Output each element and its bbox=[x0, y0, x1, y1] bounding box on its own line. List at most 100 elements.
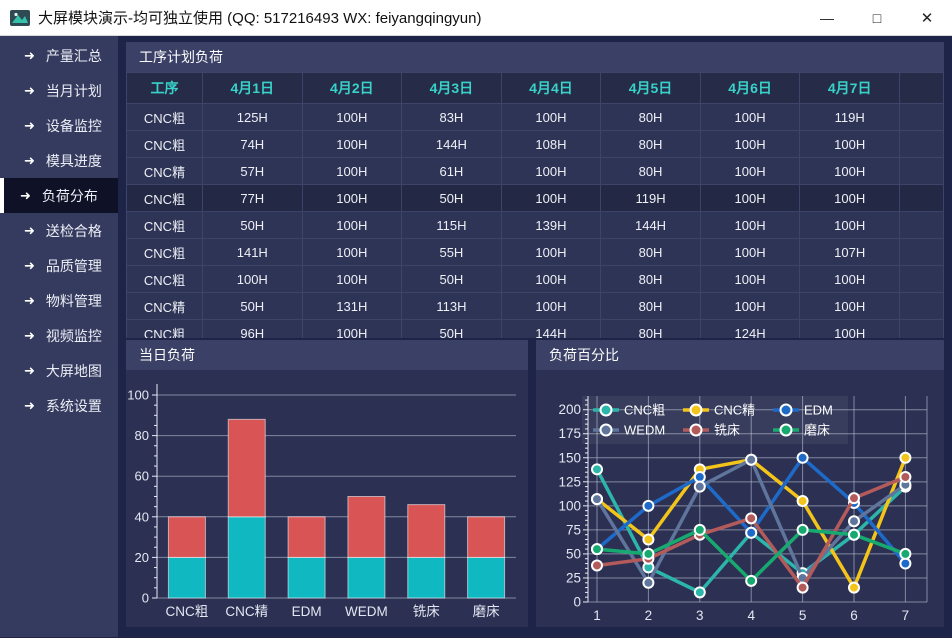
sidebar-item-系统设置[interactable]: ➜ 系统设置 bbox=[0, 388, 118, 423]
svg-text:0: 0 bbox=[142, 591, 149, 606]
table-cell: 80H bbox=[600, 265, 701, 293]
data-point bbox=[591, 559, 603, 572]
table-column-header[interactable]: 4月6日 bbox=[699, 72, 801, 104]
svg-text:EDM: EDM bbox=[292, 604, 322, 619]
minimize-button[interactable]: — bbox=[820, 9, 834, 26]
table-column-header[interactable]: 4月5日 bbox=[600, 72, 701, 104]
table-cell: 100H bbox=[301, 319, 403, 338]
sidebar-item-label: 负荷分布 bbox=[41, 187, 98, 204]
sidebar: ➜ 产量汇总 ➜ 当月计划 ➜ 设备监控 ➜ 模具进度 ➜ 负荷分布 ➜ 送检合格 ➜ 品质管理 ➜ 物料管理… bbox=[0, 36, 118, 637]
data-point bbox=[693, 523, 706, 536]
table-cell: 113H bbox=[401, 292, 502, 320]
svg-text:铣床: 铣床 bbox=[714, 423, 740, 438]
table-cell: 124H bbox=[699, 319, 801, 338]
table-row[interactable]: CNC粗 96H 100H 50H 144H 80H 124H 100H bbox=[126, 319, 944, 338]
svg-text:1: 1 bbox=[593, 608, 601, 623]
table-cell: 50H bbox=[202, 292, 303, 320]
table-cell: 100H bbox=[699, 157, 801, 185]
table-cell: 100H bbox=[500, 184, 602, 212]
load-plan-panel: 工序计划负荷 工序 4月1日 4月2日 4月3日 4月4日 4月5日 4月6日 4月7日 CN… bbox=[126, 42, 944, 338]
table-cell: 100H bbox=[301, 157, 403, 185]
table-column-header[interactable] bbox=[899, 72, 944, 104]
table-cell: 100H bbox=[799, 184, 900, 212]
bar-segment bbox=[227, 418, 266, 518]
bar-segment bbox=[347, 496, 386, 558]
bar-segment bbox=[407, 504, 446, 558]
table-column-header[interactable]: 工序 bbox=[126, 72, 203, 104]
arrow-icon: ➜ bbox=[24, 292, 35, 308]
sidebar-item-视频监控[interactable]: ➜ 视频监控 bbox=[0, 318, 118, 353]
table-cell: 100H bbox=[500, 292, 602, 320]
table-cell: 144H bbox=[500, 319, 602, 338]
arrow-icon: ➜ bbox=[24, 397, 35, 413]
table-cell: 125H bbox=[202, 103, 303, 131]
svg-text:CNC精: CNC精 bbox=[225, 604, 268, 619]
sidebar-item-label: 大屏地图 bbox=[45, 362, 102, 379]
table-row[interactable]: CNC粗 77H 100H 50H 100H 119H 100H 100H bbox=[126, 184, 944, 212]
table-cell: 100H bbox=[301, 103, 403, 131]
table-row[interactable]: CNC粗 74H 100H 144H 108H 80H 100H 100H bbox=[126, 130, 944, 158]
data-point bbox=[642, 533, 655, 546]
sidebar-item-大屏地图[interactable]: ➜ 大屏地图 bbox=[0, 353, 118, 388]
svg-text:40: 40 bbox=[135, 509, 149, 524]
sidebar-item-label: 当月计划 bbox=[45, 82, 102, 99]
table-row[interactable]: CNC粗 50H 100H 115H 139H 144H 100H 100H bbox=[126, 211, 944, 239]
svg-text:125: 125 bbox=[558, 474, 581, 489]
table-cell: 74H bbox=[202, 130, 303, 158]
table-column-header[interactable]: 4月2日 bbox=[301, 72, 403, 104]
table-cell: 100H bbox=[500, 265, 602, 293]
svg-text:50: 50 bbox=[566, 546, 581, 561]
table-row[interactable]: CNC粗 100H 100H 50H 100H 80H 100H 100H bbox=[126, 265, 944, 293]
table-cell: CNC粗 bbox=[126, 130, 203, 158]
table-cell: 144H bbox=[600, 211, 701, 239]
table-row[interactable]: CNC粗 125H 100H 83H 100H 80H 100H 119H bbox=[126, 103, 944, 131]
table-cell: 100H bbox=[699, 211, 801, 239]
sidebar-item-负荷分布[interactable]: ➜ 负荷分布 bbox=[0, 178, 118, 213]
table-cell bbox=[899, 292, 944, 320]
sidebar-item-送检合格[interactable]: ➜ 送检合格 bbox=[0, 213, 118, 248]
table-row[interactable]: CNC粗 141H 100H 55H 100H 80H 100H 107H bbox=[126, 238, 944, 266]
table-row[interactable]: CNC精 50H 131H 113H 100H 80H 100H 100H bbox=[126, 292, 944, 320]
close-button[interactable]: ✕ bbox=[920, 9, 934, 27]
bar-segment bbox=[407, 556, 446, 599]
data-point bbox=[848, 581, 860, 594]
table-cell: CNC粗 bbox=[126, 184, 203, 212]
table-column-header[interactable]: 4月1日 bbox=[202, 72, 303, 104]
svg-text:3: 3 bbox=[696, 608, 704, 623]
sidebar-item-物料管理[interactable]: ➜ 物料管理 bbox=[0, 283, 118, 318]
data-point bbox=[848, 515, 860, 528]
bar-segment bbox=[347, 556, 386, 599]
table-cell: 100H bbox=[301, 211, 403, 239]
daily-load-bar-chart: 0 20 40 60 80 100 CNC粗 CNC精 EDM WEDM 铣床 磨床 bbox=[127, 384, 516, 619]
window-titlebar[interactable]: 大屏模块演示-均可独立使用 (QQ: 517216493 WX: feiyang… bbox=[0, 0, 952, 36]
table-column-header[interactable]: 4月7日 bbox=[799, 72, 900, 104]
table-row[interactable]: CNC精 57H 100H 61H 100H 80H 100H 100H bbox=[126, 157, 944, 185]
data-point bbox=[745, 453, 758, 466]
data-point bbox=[642, 576, 655, 589]
table-column-header[interactable]: 4月3日 bbox=[401, 72, 502, 104]
table-cell: 100H bbox=[699, 292, 801, 320]
table-cell: 83H bbox=[401, 103, 502, 131]
bar-segment bbox=[467, 556, 506, 599]
table-cell: 141H bbox=[202, 238, 303, 266]
sidebar-item-设备监控[interactable]: ➜ 设备监控 bbox=[0, 108, 118, 143]
table-cell: 100H bbox=[799, 211, 900, 239]
load-plan-table: 工序 4月1日 4月2日 4月3日 4月4日 4月5日 4月6日 4月7日 CNC粗 125H 1… bbox=[126, 72, 944, 338]
sidebar-item-品质管理[interactable]: ➜ 品质管理 bbox=[0, 248, 118, 283]
table-cell bbox=[899, 238, 944, 266]
sidebar-item-当月计划[interactable]: ➜ 当月计划 bbox=[0, 73, 118, 108]
table-column-header[interactable]: 4月4日 bbox=[500, 72, 602, 104]
sidebar-item-产量汇总[interactable]: ➜ 产量汇总 bbox=[0, 38, 118, 73]
table-cell: 100H bbox=[699, 103, 801, 131]
bar-segment bbox=[287, 516, 326, 558]
sidebar-item-label: 产量汇总 bbox=[45, 47, 102, 64]
table-cell: CNC精 bbox=[126, 292, 203, 320]
data-point bbox=[899, 471, 912, 484]
sidebar-item-模具进度[interactable]: ➜ 模具进度 bbox=[0, 143, 118, 178]
svg-text:25: 25 bbox=[566, 570, 581, 585]
data-point bbox=[693, 586, 706, 599]
arrow-icon: ➜ bbox=[24, 152, 35, 168]
table-cell: 100H bbox=[699, 238, 801, 266]
maximize-button[interactable]: □ bbox=[872, 9, 882, 26]
data-point bbox=[693, 471, 706, 484]
